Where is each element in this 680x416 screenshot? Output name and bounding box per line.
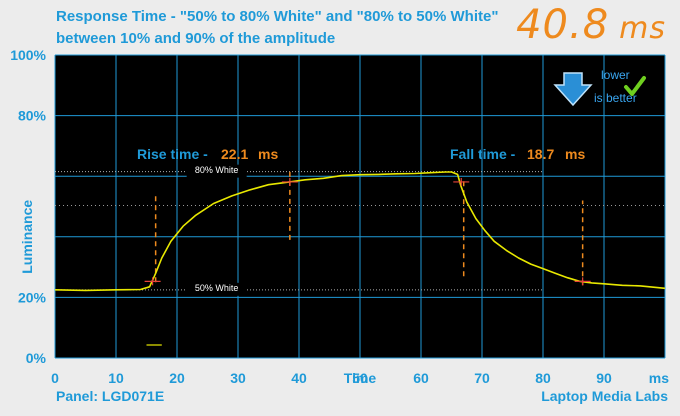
reference-line-label: 50% White (195, 283, 239, 293)
y-tick-label: 0% (26, 350, 47, 366)
rise-time-label: Rise time - (137, 146, 208, 162)
panel-model: Panel: LGD071E (56, 388, 165, 404)
brand-label: Laptop Media Labs (541, 388, 668, 404)
total-value: 40.8 (516, 2, 610, 48)
x-tick-label: 70 (474, 370, 490, 386)
x-tick-label: 40 (291, 370, 307, 386)
x-axis-unit: ms (649, 370, 669, 386)
y-tick-label: 80% (18, 108, 47, 124)
x-tick-label: 0 (51, 370, 59, 386)
x-tick-label: 20 (169, 370, 185, 386)
luminance-traces (54, 171, 666, 346)
x-tick-label: 30 (230, 370, 246, 386)
x-tick-label: 80 (535, 370, 551, 386)
x-tick-label: 50 (352, 370, 368, 386)
grid-lines (54, 54, 666, 359)
x-tick-label: 10 (108, 370, 124, 386)
y-tick-label: 100% (10, 47, 46, 63)
fall-time-unit: ms (565, 146, 585, 162)
rise-time-value: 22.1 (221, 146, 248, 162)
reference-label-bg (186, 164, 247, 178)
rise-time-unit: ms (258, 146, 278, 162)
reference-label-bg (186, 282, 247, 296)
lower-is-better-badge: lower is better (553, 68, 646, 107)
chart-title-line1: Response Time - "50% to 80% White" and "… (56, 8, 499, 25)
check-mark-icon (624, 76, 646, 96)
fall-time-label: Fall time - (450, 146, 516, 162)
total-response-time: 40.8 ms (516, 2, 666, 48)
down-arrow-icon (553, 72, 593, 107)
chart-title-line2: between 10% and 90% of the amplitude (56, 30, 336, 47)
y-axis-label: Luminance (19, 200, 35, 274)
cross-markers (144, 177, 591, 286)
fall-time-value: 18.7 (527, 146, 554, 162)
badge-lower-text: lower (601, 68, 630, 82)
total-unit: ms (619, 11, 666, 46)
x-tick-label: 90 (596, 370, 612, 386)
x-tick-label: 60 (413, 370, 429, 386)
luminance-trace-1 (54, 171, 666, 292)
y-tick-label: 20% (18, 289, 47, 305)
badge-better-text: is better (594, 91, 637, 105)
reference-line-label: 80% White (195, 165, 239, 175)
x-axis-label: Time (344, 370, 377, 386)
